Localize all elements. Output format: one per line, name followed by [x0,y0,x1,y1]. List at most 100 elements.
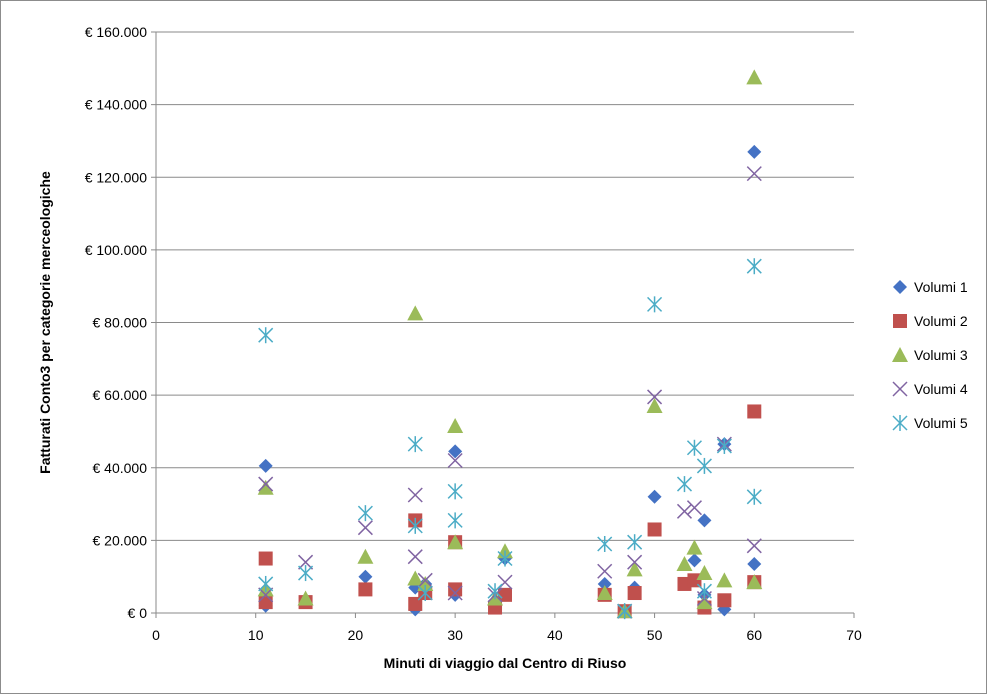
data-point-series-4 [298,554,314,570]
x-tick-label: 40 [547,627,563,643]
data-point-series-3 [646,398,663,414]
data-point-series-5 [617,603,633,620]
y-tick-label: € 100.000 [85,242,147,258]
data-point-series-4 [258,587,274,603]
x-tick-labels: 0 10 20 30 40 50 60 70 [152,627,862,643]
data-point-series-1 [747,144,762,159]
data-point-series-3 [417,575,434,591]
data-point-series-5 [407,436,423,453]
data-point-series-5 [716,437,732,454]
data-point-series-1 [597,576,612,591]
data-point-series-4 [647,389,663,405]
data-point-series-3 [447,534,464,550]
x-tick-label: 70 [846,627,862,643]
y-tick-label: € 140.000 [85,97,147,113]
data-point-series-4 [407,549,423,565]
x-axis-title: Minuti di viaggio dal Centro di Riuso [384,655,627,671]
x-tick-label: 0 [152,627,160,643]
data-point-series-3 [626,561,643,577]
data-point-series-4 [447,585,463,601]
data-point-series-5 [407,517,423,534]
data-point-series-2 [627,586,642,601]
data-point-series-3 [696,565,713,581]
data-point-series-4 [686,500,702,516]
data-point-series-1 [687,553,702,568]
legend: Volumi 1 Volumi 2 Volumi 3 Volumi 4 Volumi 5 [892,279,968,431]
data-point-series-2 [258,551,273,566]
legend-marker-4 [892,381,908,397]
data-point-series-5 [696,583,712,600]
data-point-series-3 [357,548,374,564]
legend-label-4: Volumi 4 [914,381,968,397]
data-point-series-4 [407,487,423,503]
data-point-series-3 [676,555,693,571]
legend-marker-5 [892,415,908,431]
data-point-series-3 [746,574,763,590]
data-point-series-4 [417,572,433,588]
x-tick-label: 60 [746,627,762,643]
data-point-series-3 [447,417,464,433]
x-tick-label: 30 [447,627,463,643]
data-point-series-3 [746,69,763,85]
y-tick-label: € 120.000 [85,169,147,185]
y-tick-label: € 40.000 [93,460,148,476]
data-point-series-5 [417,585,433,602]
data-point-series-5 [696,457,712,474]
data-point-series-5 [627,534,643,551]
data-point-series-5 [597,536,613,553]
legend-label-5: Volumi 5 [914,415,968,431]
data-point-series-5 [746,488,762,505]
axes [151,31,855,618]
data-point-series-5 [447,512,463,529]
legend-label-1: Volumi 1 [914,279,968,295]
data-point-series-3 [716,572,733,588]
data-point-series-1 [448,444,463,459]
data-point-series-5 [497,550,513,567]
y-tick-label: € 0 [128,605,148,621]
data-point-series-1 [258,458,273,473]
data-point-series-5 [447,483,463,500]
data-point-series-5 [258,327,274,344]
y-tick-label: € 60.000 [93,387,148,403]
gridlines [156,31,854,541]
y-tick-label: € 160.000 [85,24,147,40]
x-tick-label: 50 [647,627,663,643]
data-point-series-1 [697,513,712,528]
data-point-series-1 [647,489,662,504]
legend-label-3: Volumi 3 [914,347,968,363]
y-tick-labels: € 0 € 20.000 € 40.000 € 60.000 € 80.000 € 100… [85,24,148,621]
data-point-series-4 [746,538,762,554]
data-point-series-2 [717,593,732,608]
data-point-series-4 [676,503,693,519]
data-point-series-4 [597,563,613,579]
x-tick-label: 10 [248,627,264,643]
data-point-series-5 [746,258,762,275]
data-point-series-5 [298,565,314,582]
data-point-series-5 [686,439,702,456]
data-point-series-2 [448,582,463,597]
data-point-series-2 [358,582,373,597]
data-point-series-4 [258,476,274,492]
data-point-series-4 [746,166,762,182]
legend-marker-2 [893,314,907,328]
data-point-series-5 [676,476,693,493]
y-tick-label: € 20.000 [93,532,148,548]
data-point-series-3 [407,570,424,586]
data-point-series-2 [747,404,762,419]
data-point-series-4 [447,452,463,469]
legend-label-2: Volumi 2 [914,313,968,329]
data-point-series-1 [358,569,373,584]
data-point-series-3 [297,590,314,606]
legend-marker-1 [893,280,907,294]
y-tick-label: € 80.000 [93,315,148,331]
data-point-series-3 [407,305,424,321]
data-point-series-3 [696,594,713,610]
data-point-series-5 [647,296,663,313]
data-point-series-3 [596,585,613,601]
data-point-series-5 [357,505,373,522]
data-point-series-3 [257,479,274,495]
legend-marker-3 [892,347,908,362]
data-point-series-4 [357,520,373,536]
